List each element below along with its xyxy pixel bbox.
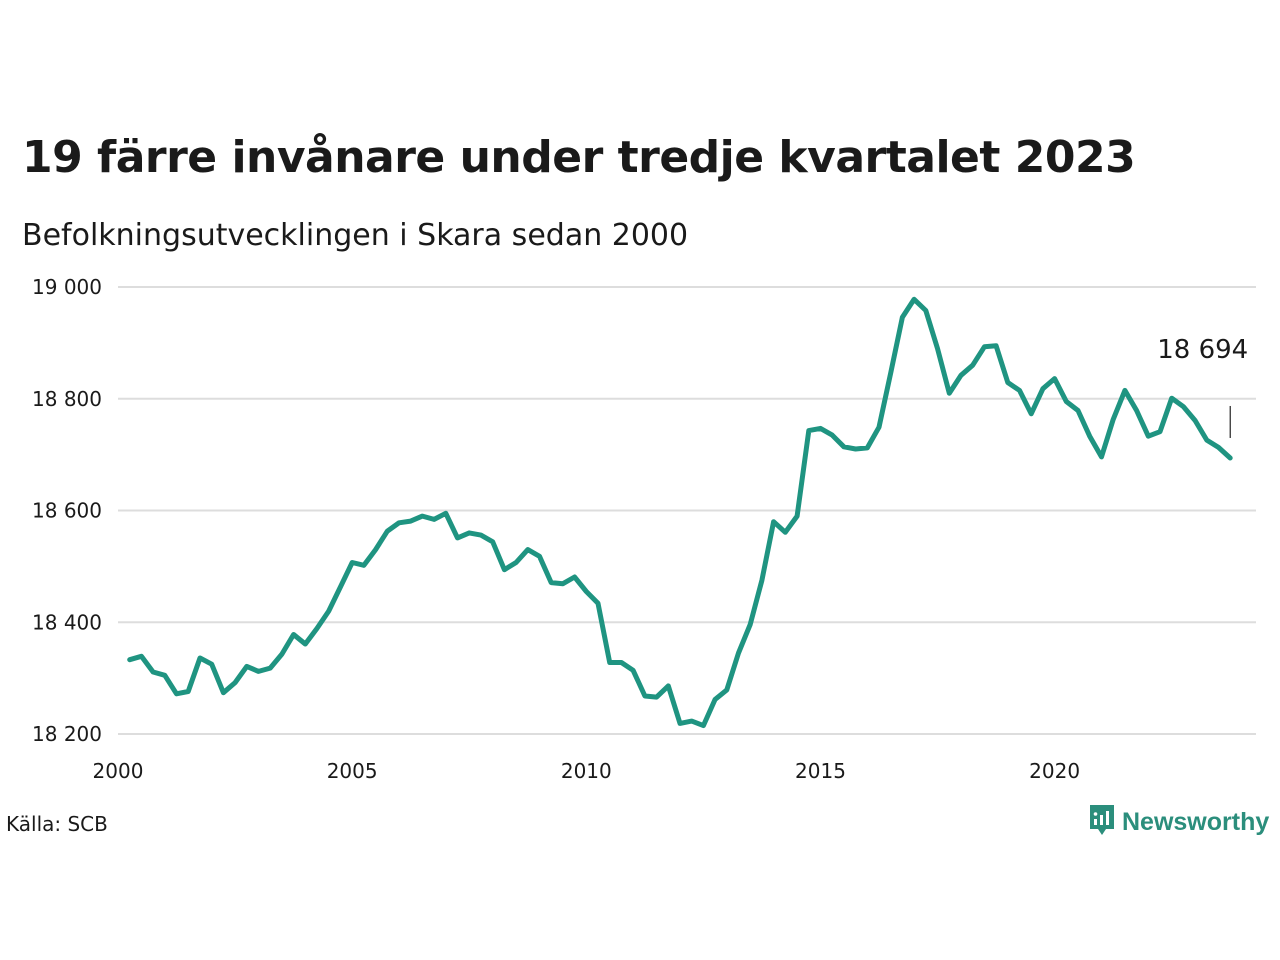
y-tick-label: 18 600 bbox=[32, 499, 102, 523]
y-tick-label: 18 400 bbox=[32, 610, 102, 634]
chart-subtitle: Befolkningsutvecklingen i Skara sedan 20… bbox=[22, 218, 689, 253]
x-tick-label: 2005 bbox=[327, 759, 378, 783]
brand-name: Newsworthy bbox=[1122, 807, 1270, 836]
x-tick-label: 2010 bbox=[561, 759, 612, 783]
source-label: Källa: SCB bbox=[6, 812, 108, 836]
x-tick-label: 2020 bbox=[1029, 759, 1080, 783]
y-tick-label: 18 200 bbox=[32, 722, 102, 746]
grid-lines bbox=[118, 286, 1256, 735]
y-tick-label: 19 000 bbox=[32, 275, 102, 299]
annotation-label: 18 694 bbox=[1157, 335, 1248, 365]
y-axis-ticks: 18 200 18 400 18 600 18 800 19 000 bbox=[32, 275, 102, 746]
series-line-skara bbox=[127, 296, 1233, 729]
x-tick-label: 2000 bbox=[93, 759, 144, 783]
newsworthy-logo-icon bbox=[1088, 803, 1116, 841]
y-tick-label: 18 800 bbox=[32, 387, 102, 411]
brand-logo: Newsworthy bbox=[1088, 803, 1269, 841]
x-axis-ticks: 2000 2005 2010 2015 2020 bbox=[93, 759, 1081, 783]
chart-title: 19 färre invånare under tredje kvartalet… bbox=[22, 132, 1136, 183]
x-tick-label: 2015 bbox=[795, 759, 846, 783]
